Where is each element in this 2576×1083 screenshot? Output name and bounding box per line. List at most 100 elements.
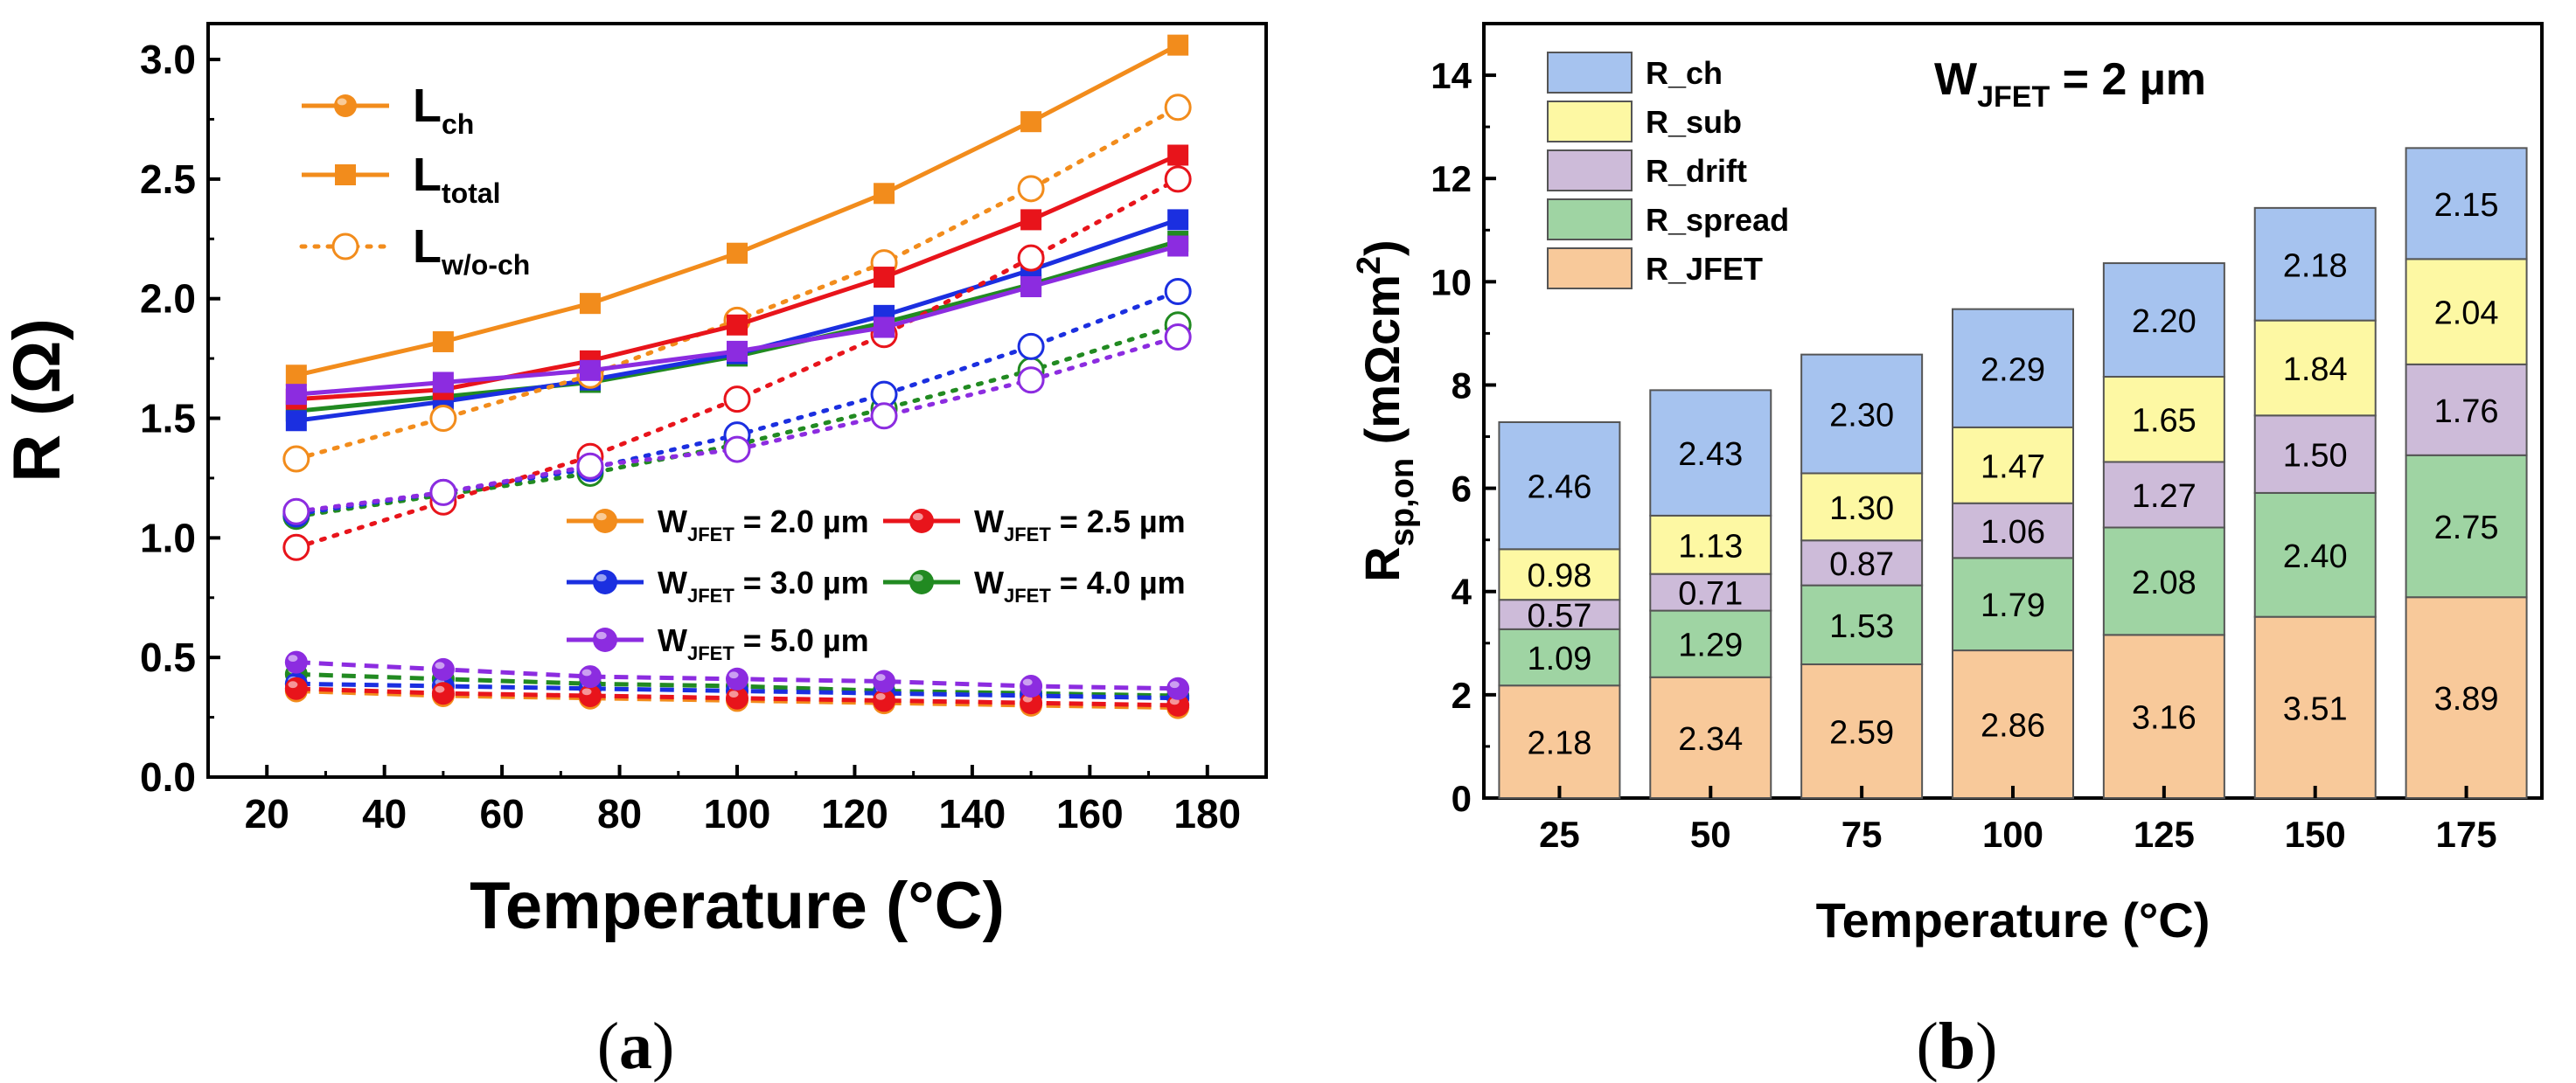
data-point-ch-highlight [728, 691, 739, 698]
bar-data-label: 1.76 [2434, 393, 2499, 430]
chart-b-legend: R_ch R_sub R_drift R_spread R_JFET [1547, 52, 1789, 289]
legend-marker-highlight [337, 98, 347, 106]
x-tick-label: 25 [1539, 814, 1580, 855]
legend-marker [334, 94, 357, 117]
bar-stack-25: 2.18 1.09 0.57 0.98 2.46 [1498, 420, 1621, 800]
x-tick-label: 75 [1841, 814, 1883, 855]
bar-segment-r-jfet [1952, 649, 2074, 799]
bar-data-label: 3.89 [2434, 681, 2499, 718]
panel-a-caption: (a) [597, 1010, 675, 1083]
data-point-total [1167, 209, 1189, 231]
bar-segment-r-ch [2405, 147, 2528, 260]
data-point-wo-ch [1164, 277, 1192, 305]
data-point-wo-ch [282, 445, 310, 473]
x-tick-label: 100 [704, 791, 771, 837]
bar-segment-r-spread [1952, 557, 2074, 652]
bar-stack-100: 2.86 1.79 1.06 1.47 2.29 [1952, 308, 2074, 799]
data-point-wo-ch [1164, 323, 1192, 351]
data-point-ch [284, 677, 308, 700]
bar-data-label: 1.65 [2132, 403, 2197, 440]
bar-segment-r-drift [1800, 539, 1924, 587]
bar-stack-50: 2.34 1.29 0.71 1.13 2.43 [1649, 389, 1772, 799]
legend-marker-highlight [912, 573, 923, 582]
bar-segment-r-drift [1952, 502, 2074, 559]
series-w-jfet-4 [282, 235, 1192, 700]
bar-data-label: 1.30 [1829, 490, 1894, 527]
bar-segment-r-ch [1498, 420, 1621, 551]
legend-marker [593, 509, 617, 533]
bar-data-label: 2.59 [1829, 715, 1894, 752]
y-tick-label: 4 [1452, 572, 1472, 613]
bar-stack-75: 2.59 1.53 0.87 1.30 2.30 [1800, 353, 1924, 799]
data-point-total [1167, 144, 1189, 166]
bar-segment-r-jfet [2253, 615, 2377, 800]
data-point-total [874, 267, 895, 288]
legend-marker-highlight [595, 573, 607, 582]
bar-segment-r-spread [1800, 584, 1924, 666]
y-tick-label: 12 [1431, 158, 1472, 199]
bar-data-label: 2.34 [1678, 721, 1743, 758]
legend-swatch [1547, 101, 1633, 142]
data-point-wo-ch [870, 402, 898, 430]
bar-segment-r-sub [2405, 258, 2528, 365]
data-point-ch-highlight [875, 692, 886, 700]
legend-item-r-ch: R_ch [1547, 52, 1723, 94]
legend-item-total: Ltotal [302, 149, 501, 209]
legend-swatch [1547, 198, 1633, 240]
legend-label: WJFET = 5.0 µm [658, 622, 869, 664]
bar-segment-r-sub [1800, 472, 1924, 542]
data-point-total [432, 371, 454, 393]
data-point-ch-highlight [435, 685, 445, 693]
legend-item-r-spread: R_spread [1547, 198, 1789, 240]
bar-segment-r-sub [1952, 426, 2074, 504]
data-point-total [874, 316, 895, 338]
legend-marker-highlight [595, 512, 607, 521]
y-tick-label: 0.0 [140, 754, 196, 800]
legend-label: Ltotal [413, 149, 501, 209]
bar-data-label: 2.75 [2434, 510, 2499, 546]
y-tick-label: 14 [1431, 55, 1472, 96]
chart-a-legend: Lch Ltotal Lw/o-ch WJFET = 2.0 µm WJFET = 2.… [299, 80, 1186, 664]
y-tick-label: 2.5 [140, 156, 196, 202]
legend-label: WJFET = 3.0 µm [658, 565, 869, 607]
legend-marker-highlight [595, 631, 607, 640]
legend-label: Lch [413, 80, 474, 140]
data-point-total [1020, 209, 1042, 231]
chart-b-x-axis-label: Temperature (°C) [1816, 892, 2210, 948]
x-tick-label: 180 [1173, 791, 1241, 837]
legend-label: R_drift [1646, 153, 1747, 189]
data-point-total [579, 359, 601, 381]
data-point-ch [431, 657, 455, 681]
bar-data-label: 0.87 [1829, 546, 1894, 583]
bar-segment-r-ch [1649, 389, 1772, 517]
chart-b-title: WJFET = 2 µm [1934, 54, 2206, 114]
legend-marker [909, 509, 934, 533]
bar-data-label: 1.29 [1678, 628, 1743, 664]
data-point-ch [431, 682, 455, 705]
legend-marker [593, 628, 617, 652]
bar-stack-175: 3.89 2.75 1.76 2.04 2.15 [2405, 147, 2528, 799]
legend-item-woch: Lw/o-ch [299, 220, 530, 281]
data-point-ch-highlight [875, 674, 886, 681]
data-point-wo-ch [282, 497, 310, 525]
bar-data-label: 2.18 [2283, 247, 2348, 284]
bar-data-label: 1.13 [1678, 528, 1743, 565]
data-point-total [579, 293, 601, 315]
chart-a-series [282, 34, 1192, 719]
bar-segment-r-ch [1800, 353, 1924, 475]
y-tick-label: 3.0 [140, 37, 196, 82]
series-w-jfet-0 [282, 34, 1192, 719]
data-point-total [874, 183, 895, 205]
legend-marker [335, 164, 356, 185]
legend-item-w-jfet-4: WJFET = 5.0 µm [567, 622, 869, 664]
bar-data-label: 3.16 [2132, 700, 2197, 737]
bar-data-label: 2.08 [2132, 565, 2197, 601]
bar-data-label: 1.79 [1981, 587, 2045, 624]
bar-data-label: 1.06 [1981, 514, 2045, 551]
bar-data-label: 2.40 [2283, 538, 2348, 575]
data-point-wo-ch [723, 435, 751, 463]
bar-segment-r-ch [2102, 262, 2225, 378]
bar-segment-r-jfet [1498, 684, 1621, 800]
bar-segment-r-spread [1498, 628, 1621, 687]
legend-item-w-jfet-2: WJFET = 3.0 µm [567, 565, 869, 607]
